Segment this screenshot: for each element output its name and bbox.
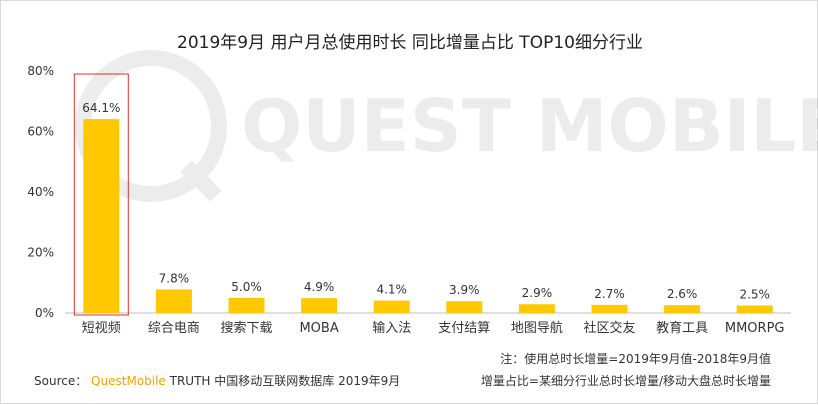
x-tick-label: 教育工具 <box>656 320 708 336</box>
x-tick-label: 社区交友 <box>583 320 635 336</box>
data-label: 64.1% <box>82 101 120 115</box>
bar <box>736 305 773 313</box>
bar <box>228 297 265 313</box>
x-tick-label: 地图导航 <box>511 320 563 336</box>
data-label: 5.0% <box>231 280 262 294</box>
source-line: Source： QuestMobile TRUTH 中国移动互联网数据库 201… <box>34 372 400 389</box>
footnote-ratio: 增量占比=某细分行业总时长增量/移动大盘总时长增量 <box>480 374 771 388</box>
source-text: TRUTH 中国移动互联网数据库 2019年9月 <box>169 374 401 388</box>
data-label: 7.8% <box>159 271 190 285</box>
chart-title: 2019年9月 用户月总使用时长 同比增量占比 TOP10细分行业 <box>177 33 643 53</box>
bar <box>155 289 192 313</box>
y-tick-label: 0% <box>35 306 54 320</box>
data-label: 4.9% <box>304 280 335 294</box>
svg-text:QUEST MOBILE: QUEST MOBILE <box>241 84 818 168</box>
y-tick-label: 40% <box>27 185 54 199</box>
data-label: 4.1% <box>376 283 407 297</box>
bar <box>446 301 483 313</box>
data-label: 2.5% <box>739 287 770 301</box>
y-tick-label: 80% <box>27 64 54 78</box>
x-tick-label: 搜索下载 <box>220 321 272 336</box>
x-tick-label: 综合电商 <box>148 321 200 336</box>
bar <box>373 300 410 313</box>
x-tick-label: MOBA <box>299 321 338 336</box>
data-label: 2.7% <box>594 287 625 301</box>
x-tick-label: MMORPG <box>725 321 785 336</box>
bar <box>518 304 555 313</box>
y-tick-label: 60% <box>27 125 54 139</box>
x-tick-label: 输入法 <box>372 320 411 336</box>
bar <box>591 304 628 313</box>
data-label: 2.9% <box>522 286 553 300</box>
highlight-box <box>73 73 129 316</box>
bar <box>301 298 338 313</box>
source-label: Source： <box>34 374 88 388</box>
y-tick-label: 20% <box>27 246 54 260</box>
source-brand: QuestMobile <box>91 374 166 388</box>
bar <box>664 305 701 313</box>
data-label: 2.6% <box>667 287 698 301</box>
x-tick-label: 短视频 <box>82 321 121 336</box>
bar <box>83 119 120 313</box>
footnote-definition: 注：使用总时长增量=2019年9月值-2018年9月值 <box>500 352 771 366</box>
watermark: QUEST MOBILE <box>75 50 818 202</box>
x-tick-label: 支付结算 <box>438 321 490 336</box>
data-label: 3.9% <box>449 283 480 297</box>
